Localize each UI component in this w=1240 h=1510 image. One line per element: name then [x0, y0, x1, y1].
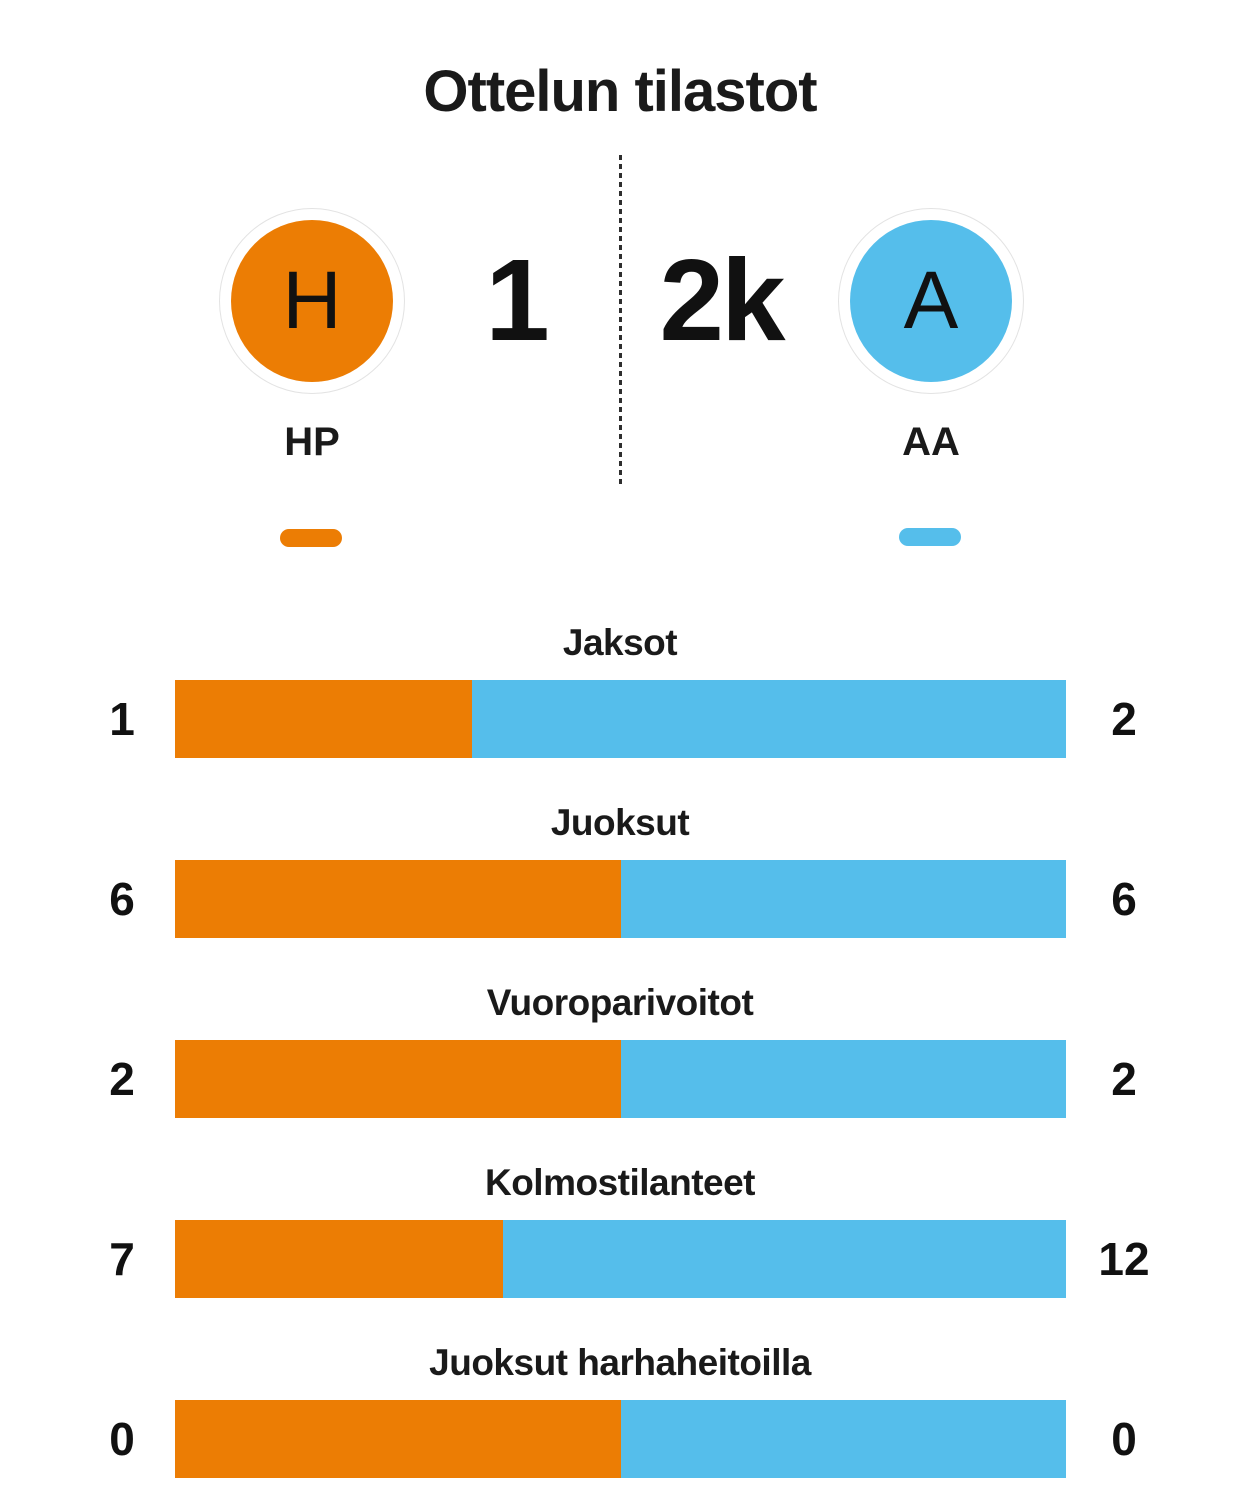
away-bar-segment: [620, 1400, 1066, 1478]
away-team-name: AA: [902, 420, 960, 464]
home-bar-segment: [175, 680, 472, 758]
away-stat-value: 2: [1111, 693, 1137, 745]
home-team-badge: H: [219, 208, 405, 394]
home-bar-segment: [175, 1040, 621, 1118]
stat-row: Juoksut harhaheitoilla 0 0: [0, 1330, 1240, 1510]
stat-row: Juoksut 6 6: [0, 790, 1240, 970]
stat-row: Kolmostilanteet 7 12: [0, 1150, 1240, 1330]
home-stat-value: 7: [109, 1233, 135, 1285]
stat-bar: [175, 680, 1066, 758]
away-team-badge: A: [838, 208, 1024, 394]
stats-list: Jaksot 1 2 Juoksut 6 6 Vuoroparivoitot 2: [0, 610, 1240, 1510]
away-legend-swatch: [899, 528, 961, 546]
stat-label: Kolmostilanteet: [484, 1162, 756, 1203]
away-bar-segment: [620, 1040, 1066, 1118]
away-bar-segment: [620, 860, 1066, 938]
home-stat-value: 2: [109, 1053, 135, 1105]
stat-row: Jaksot 1 2: [0, 610, 1240, 790]
home-team-name: HP: [284, 420, 340, 464]
home-score: 1: [485, 235, 550, 365]
stat-bar: [175, 1400, 1066, 1478]
score-divider-dotted-line: [619, 155, 622, 485]
stat-bar: [175, 1040, 1066, 1118]
away-score: 2k: [659, 235, 785, 365]
stat-label: Juoksut: [550, 802, 690, 843]
home-bar-segment: [175, 1220, 504, 1298]
home-bar-segment: [175, 860, 621, 938]
home-bar-segment: [175, 1400, 621, 1478]
stat-bar: [175, 860, 1066, 938]
home-legend-swatch: [280, 529, 342, 547]
stat-label: Vuoroparivoitot: [486, 982, 754, 1023]
home-stat-value: 0: [109, 1413, 135, 1465]
home-team-initial: H: [231, 220, 393, 382]
away-stat-value: 2: [1111, 1053, 1137, 1105]
away-stat-value: 6: [1111, 873, 1137, 925]
stat-label: Jaksot: [562, 622, 678, 663]
page-title: Ottelun tilastot: [423, 59, 817, 124]
away-stat-value: 12: [1098, 1233, 1150, 1285]
home-stat-value: 6: [109, 873, 135, 925]
home-stat-value: 1: [109, 693, 135, 745]
away-bar-segment: [471, 680, 1066, 758]
stat-label: Juoksut harhaheitoilla: [429, 1342, 811, 1383]
away-team-initial: A: [850, 220, 1012, 382]
away-bar-segment: [503, 1220, 1066, 1298]
stat-bar: [175, 1220, 1066, 1298]
stat-row: Vuoroparivoitot 2 2: [0, 970, 1240, 1150]
away-stat-value: 0: [1111, 1413, 1137, 1465]
